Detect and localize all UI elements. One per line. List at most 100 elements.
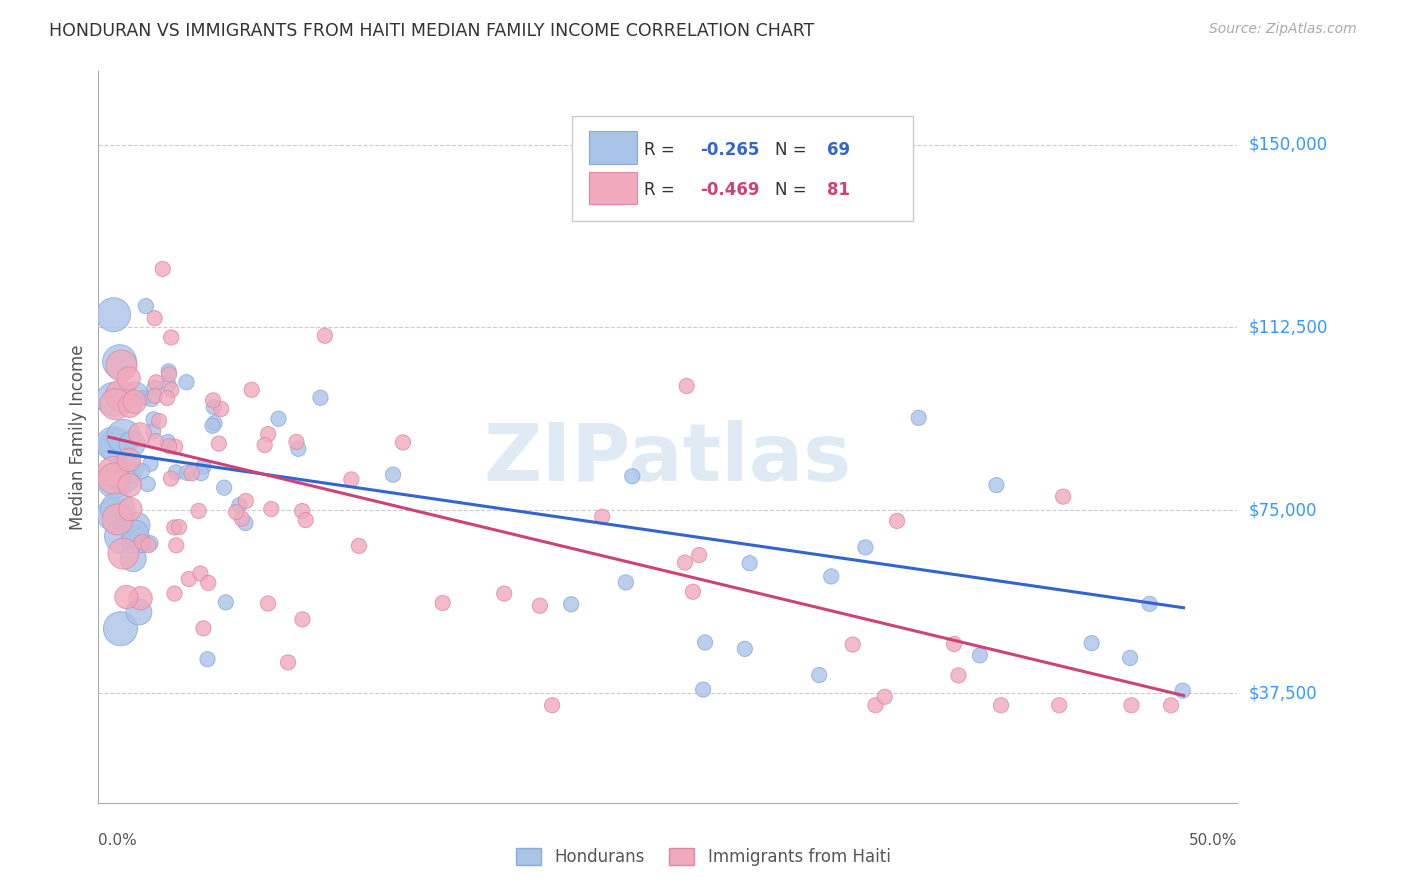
- Point: [176, 376, 198, 390]
- Point: [176, 466, 198, 480]
- Point: [1080, 636, 1102, 650]
- Point: [382, 467, 405, 482]
- Point: [1119, 651, 1142, 665]
- Point: [614, 575, 637, 590]
- Point: [347, 539, 370, 553]
- Text: Source: ZipAtlas.com: Source: ZipAtlas.com: [1209, 22, 1357, 37]
- Point: [104, 397, 127, 411]
- Point: [143, 311, 166, 326]
- Point: [201, 418, 224, 433]
- Point: [105, 438, 128, 452]
- Point: [291, 612, 314, 626]
- Point: [157, 439, 180, 453]
- Point: [110, 622, 132, 636]
- Point: [157, 364, 180, 378]
- Point: [167, 520, 190, 534]
- Point: [291, 504, 314, 518]
- Text: R =: R =: [644, 141, 681, 159]
- Point: [118, 453, 141, 467]
- Point: [225, 505, 247, 519]
- Point: [314, 328, 336, 343]
- Point: [231, 511, 253, 525]
- Point: [621, 469, 644, 483]
- Point: [907, 410, 929, 425]
- Point: [129, 427, 152, 442]
- Point: [208, 436, 231, 450]
- Point: [228, 499, 250, 513]
- Point: [277, 656, 299, 670]
- Point: [143, 389, 166, 403]
- Point: [145, 434, 167, 449]
- Point: [120, 502, 142, 516]
- Point: [157, 377, 180, 392]
- Point: [118, 371, 141, 385]
- Point: [145, 376, 167, 390]
- Point: [139, 536, 162, 550]
- Point: [124, 388, 146, 402]
- Point: [110, 359, 132, 373]
- Point: [110, 529, 132, 543]
- Point: [190, 566, 212, 581]
- Point: [212, 481, 235, 495]
- Point: [152, 261, 174, 276]
- Point: [1139, 597, 1161, 611]
- Point: [693, 635, 716, 649]
- Point: [886, 514, 908, 528]
- Text: $37,500: $37,500: [1249, 684, 1317, 702]
- Text: ZIPatlas: ZIPatlas: [484, 420, 852, 498]
- Point: [160, 383, 183, 397]
- Point: [541, 698, 564, 713]
- Point: [187, 504, 209, 518]
- Point: [197, 652, 219, 666]
- Point: [118, 478, 141, 492]
- Point: [177, 572, 200, 586]
- Point: [209, 401, 232, 416]
- Point: [267, 411, 290, 425]
- Text: 81: 81: [827, 181, 851, 199]
- Point: [432, 596, 454, 610]
- Point: [943, 637, 966, 651]
- Point: [1160, 698, 1182, 713]
- Point: [560, 597, 582, 611]
- Point: [738, 556, 761, 570]
- Text: R =: R =: [644, 181, 681, 199]
- Point: [682, 584, 704, 599]
- Point: [112, 547, 135, 561]
- Point: [309, 391, 332, 405]
- Point: [193, 459, 215, 474]
- Point: [1052, 490, 1074, 504]
- Point: [865, 698, 887, 713]
- Point: [135, 299, 157, 313]
- Point: [675, 379, 697, 393]
- Point: [160, 330, 183, 344]
- Point: [122, 551, 145, 566]
- Point: [103, 392, 125, 407]
- Point: [129, 591, 152, 606]
- Text: -0.265: -0.265: [700, 141, 759, 159]
- Point: [294, 513, 316, 527]
- Point: [138, 538, 160, 552]
- Point: [110, 389, 132, 403]
- Point: [1171, 683, 1194, 698]
- Point: [125, 518, 148, 533]
- Point: [122, 533, 145, 548]
- Point: [156, 434, 179, 449]
- Point: [529, 599, 551, 613]
- Point: [986, 478, 1008, 492]
- Point: [165, 466, 187, 480]
- Point: [340, 473, 363, 487]
- Point: [108, 354, 131, 368]
- Y-axis label: Median Family Income: Median Family Income: [69, 344, 87, 530]
- Point: [157, 368, 180, 382]
- Point: [141, 392, 163, 406]
- Point: [734, 641, 756, 656]
- Point: [215, 595, 238, 609]
- Point: [107, 502, 129, 516]
- Point: [855, 541, 877, 555]
- Point: [1047, 698, 1070, 713]
- Point: [197, 575, 219, 590]
- Point: [131, 535, 153, 549]
- Point: [1121, 698, 1143, 713]
- Text: N =: N =: [775, 141, 811, 159]
- Point: [969, 648, 991, 663]
